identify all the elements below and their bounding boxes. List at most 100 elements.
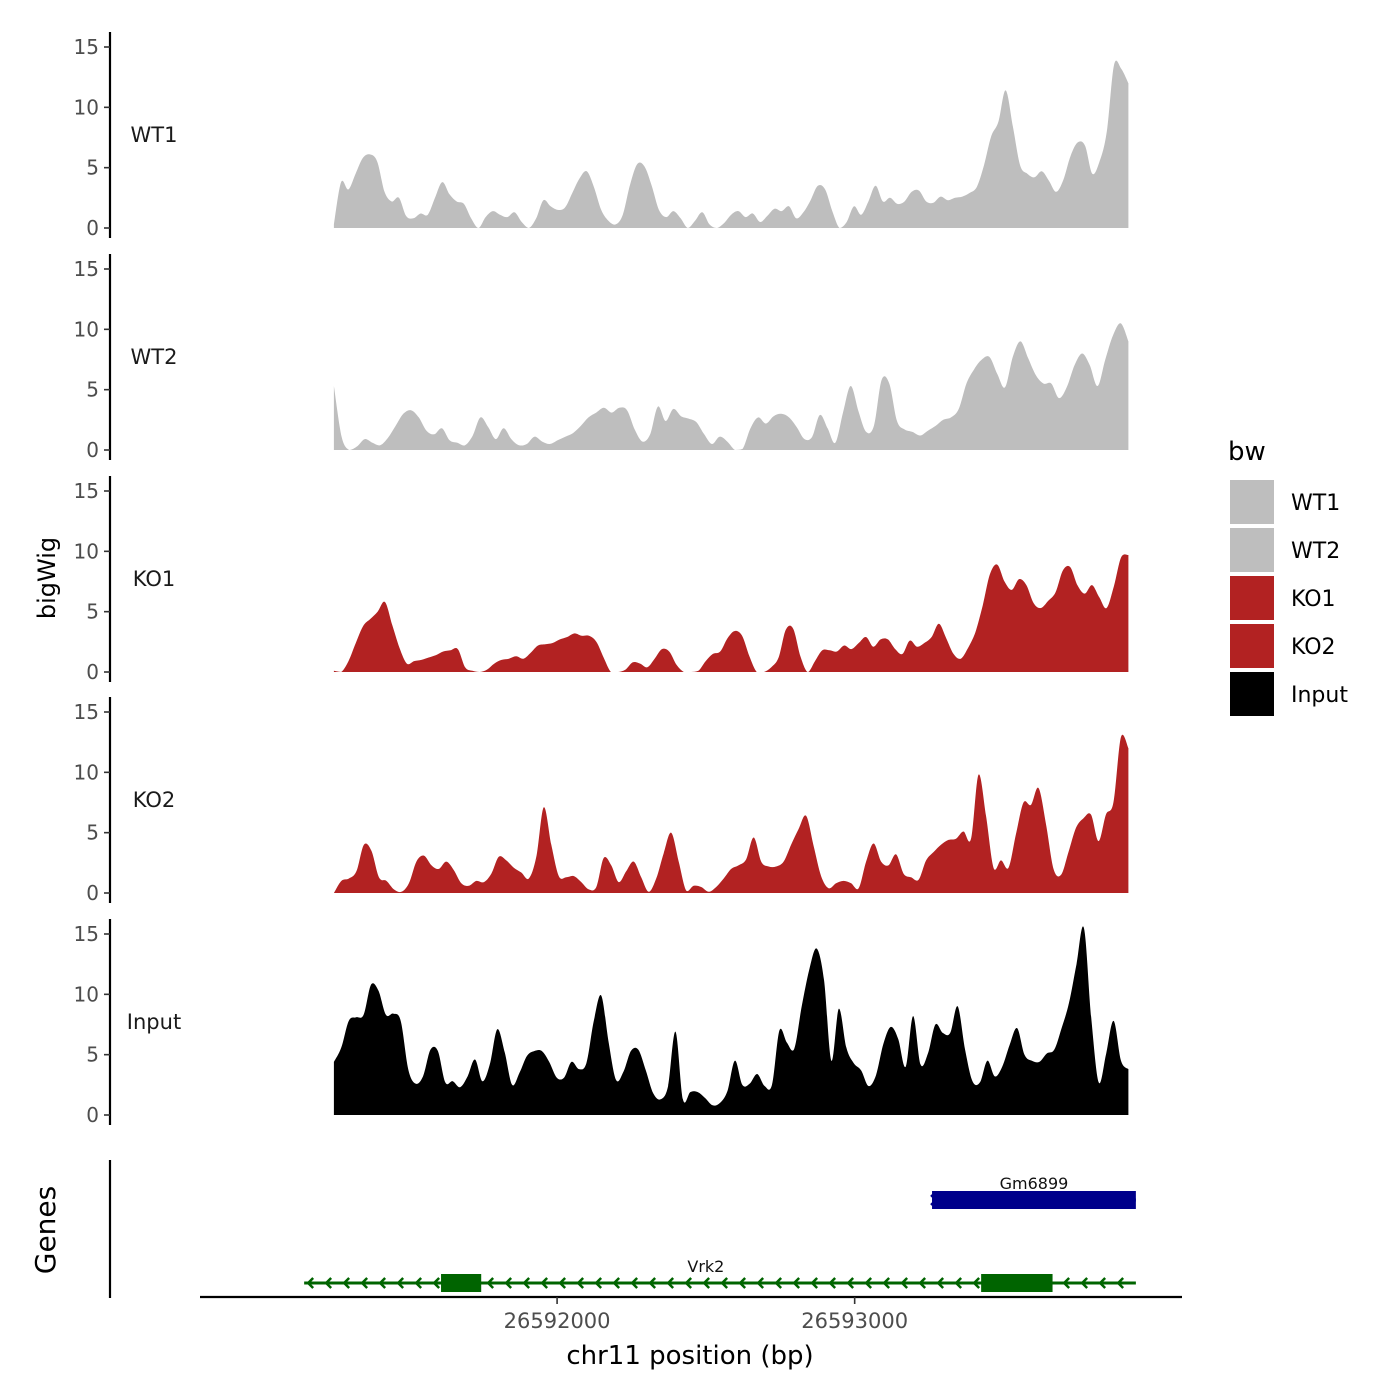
- strand-arrow: [756, 1277, 765, 1289]
- y-tick-label: 5: [86, 821, 99, 845]
- legend: bw WT1 WT2 KO1 KO2 Input: [1228, 437, 1348, 716]
- y-tick-label: 15: [74, 257, 99, 281]
- gene-name-label: Vrk2: [687, 1257, 724, 1276]
- strand-arrow: [1116, 1277, 1125, 1289]
- y-tick-label: 0: [86, 216, 99, 240]
- x-axis-title: chr11 position (bp): [566, 1341, 813, 1371]
- strand-arrow: [342, 1277, 351, 1289]
- strand-arrow: [1062, 1277, 1071, 1289]
- legend-swatch: [1230, 624, 1274, 668]
- y-tick-label: 10: [74, 982, 99, 1006]
- track-wt1: 0 5 10 15 WT1: [74, 32, 1129, 240]
- y-axis-title: bigWig: [33, 537, 61, 619]
- strand-arrow: [1098, 1277, 1107, 1289]
- strand-arrow: [630, 1277, 639, 1289]
- y-tick-label: 5: [86, 378, 99, 402]
- gene-vrk2: Vrk2: [304, 1257, 1136, 1292]
- strand-arrow: [882, 1277, 891, 1289]
- strand-arrow: [702, 1277, 711, 1289]
- y-tick-label: 15: [74, 479, 99, 503]
- coverage-tracks: 0 5 10 15 WT1 0 5 10 15 WT2 0 5 10 15 KO1 0 5 10 15 KO2 0 5 10…: [74, 32, 1129, 1127]
- strand-arrow: [684, 1277, 693, 1289]
- strand-arrow: [594, 1277, 603, 1289]
- legend-item-ko1: KO1: [1230, 576, 1336, 620]
- y-tick-label: 5: [86, 156, 99, 180]
- coverage-area-input: [333, 926, 1129, 1115]
- y-tick-label: 0: [86, 881, 99, 905]
- strand-arrow: [774, 1277, 783, 1289]
- strand-arrow: [378, 1277, 387, 1289]
- strand-arrow: [918, 1277, 927, 1289]
- genes-panel: Gm6899 Vrk2: [108, 1160, 1136, 1298]
- track-label: WT2: [131, 345, 178, 369]
- legend-item-wt1: WT1: [1230, 480, 1340, 524]
- track-ko1: 0 5 10 15 KO1: [74, 476, 1129, 684]
- gene-gm6899: Gm6899: [930, 1174, 1136, 1209]
- coverage-area-ko2: [333, 734, 1129, 893]
- strand-arrow: [522, 1277, 531, 1289]
- y-tick-label: 15: [74, 35, 99, 59]
- exon: [932, 1191, 1136, 1209]
- strand-arrow: [792, 1277, 801, 1289]
- y-tick-label: 10: [74, 317, 99, 341]
- y-tick-label: 0: [86, 1103, 99, 1127]
- track-ko2: 0 5 10 15 KO2: [74, 697, 1129, 905]
- strand-arrow: [504, 1277, 513, 1289]
- strand-arrow: [666, 1277, 675, 1289]
- x-tick-label: 26593000: [801, 1309, 908, 1333]
- y-tick-label: 5: [86, 600, 99, 624]
- strand-arrow: [414, 1277, 423, 1289]
- track-label: Input: [127, 1010, 181, 1034]
- gene-name-label: Gm6899: [1000, 1174, 1069, 1193]
- strand-arrow: [1080, 1277, 1089, 1289]
- y-tick-label: 10: [74, 95, 99, 119]
- strand-arrow: [936, 1277, 945, 1289]
- genes-panel-title: Genes: [29, 1186, 62, 1274]
- y-tick-label: 5: [86, 1043, 99, 1067]
- strand-arrow: [360, 1277, 369, 1289]
- legend-label: WT1: [1291, 491, 1340, 516]
- strand-arrow: [954, 1277, 963, 1289]
- strand-arrow: [486, 1277, 495, 1289]
- legend-title: bw: [1228, 437, 1266, 467]
- exon: [981, 1274, 1053, 1292]
- y-tick-label: 15: [74, 922, 99, 946]
- track-label: WT1: [131, 123, 178, 147]
- y-tick-label: 10: [74, 760, 99, 784]
- strand-arrow: [720, 1277, 729, 1289]
- exon: [441, 1274, 482, 1292]
- y-tick-label: 0: [86, 438, 99, 462]
- track-label: KO1: [133, 567, 176, 591]
- track-label: KO2: [133, 788, 176, 812]
- y-tick-label: 15: [74, 700, 99, 724]
- x-tick-label: 26592000: [504, 1309, 611, 1333]
- y-tick-label: 0: [86, 660, 99, 684]
- strand-arrow: [648, 1277, 657, 1289]
- strand-arrow: [612, 1277, 621, 1289]
- legend-label: Input: [1291, 683, 1348, 708]
- strand-arrow: [810, 1277, 819, 1289]
- strand-arrow: [558, 1277, 567, 1289]
- legend-swatch: [1230, 528, 1274, 572]
- track-input: 0 5 10 15 Input: [74, 919, 1129, 1127]
- legend-swatch: [1230, 672, 1274, 716]
- strand-arrow: [738, 1277, 747, 1289]
- strand-arrow: [396, 1277, 405, 1289]
- strand-arrow: [900, 1277, 909, 1289]
- track-wt2: 0 5 10 15 WT2: [74, 254, 1129, 462]
- legend-label: KO2: [1291, 635, 1336, 660]
- strand-arrow: [540, 1277, 549, 1289]
- x-axis: 26592000 26593000: [200, 1295, 1182, 1333]
- legend-item-ko2: KO2: [1230, 624, 1336, 668]
- coverage-area-wt2: [333, 323, 1129, 450]
- strand-arrow: [846, 1277, 855, 1289]
- strand-arrow: [324, 1277, 333, 1289]
- legend-swatch: [1230, 576, 1274, 620]
- strand-arrow: [864, 1277, 873, 1289]
- coverage-area-ko1: [333, 554, 1129, 672]
- strand-arrow: [306, 1277, 315, 1289]
- coverage-area-wt1: [333, 60, 1129, 228]
- legend-swatch: [1230, 480, 1274, 524]
- strand-arrow: [576, 1277, 585, 1289]
